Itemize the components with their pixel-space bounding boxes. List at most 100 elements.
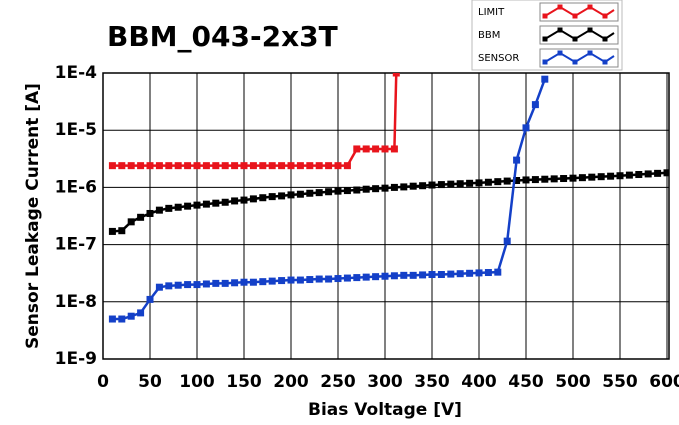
data-point [484, 178, 492, 186]
data-point [569, 174, 577, 182]
legend-marker [557, 4, 563, 10]
data-point [221, 198, 229, 206]
data-point [212, 162, 220, 170]
data-point [494, 268, 502, 276]
data-point [240, 278, 248, 286]
data-point [146, 162, 154, 170]
data-point [231, 279, 239, 287]
x-tick-label: 50 [138, 372, 162, 392]
data-point [381, 184, 389, 192]
data-point [193, 162, 201, 170]
data-point [475, 179, 483, 187]
data-point [193, 201, 201, 209]
data-point [522, 176, 530, 184]
data-point [409, 182, 417, 190]
legend-marker [572, 13, 578, 19]
data-point [644, 170, 652, 178]
data-point [212, 199, 220, 207]
data-point [231, 197, 239, 205]
data-point [325, 162, 333, 170]
data-point [268, 277, 276, 285]
data-point [362, 273, 370, 281]
chart-title: BBM_043-2x3T [107, 20, 338, 53]
data-point [315, 189, 323, 197]
data-point [513, 177, 521, 185]
data-point [550, 175, 558, 183]
data-point [202, 162, 210, 170]
data-point [296, 276, 304, 284]
data-point [137, 162, 145, 170]
data-point [597, 173, 605, 181]
data-point [146, 295, 154, 303]
data-point [343, 187, 351, 195]
data-point [625, 171, 633, 179]
data-point [296, 190, 304, 198]
data-point [249, 278, 257, 286]
data-point [456, 180, 464, 188]
data-point [343, 274, 351, 282]
legend-marker [542, 36, 548, 42]
data-point [392, 73, 400, 77]
data-point [466, 179, 474, 187]
legend-label: BBM [478, 30, 500, 41]
data-point [372, 145, 380, 153]
data-point [174, 203, 182, 211]
data-point [240, 196, 248, 204]
data-point [155, 283, 163, 291]
x-axis-label: Bias Voltage [V] [308, 400, 462, 420]
grid [102, 72, 669, 360]
data-point [390, 145, 398, 153]
data-point [174, 281, 182, 289]
legend-marker [572, 36, 578, 42]
data-point [447, 180, 455, 188]
data-point [278, 162, 286, 170]
y-tick-label: 1E-7 [55, 235, 97, 255]
data-point [278, 192, 286, 200]
x-tick-label: 600 [649, 372, 679, 392]
data-point [654, 169, 662, 177]
data-point [287, 191, 295, 199]
x-tick-label: 100 [179, 372, 215, 392]
x-tick-label: 250 [320, 372, 356, 392]
data-point [334, 162, 342, 170]
data-point [315, 162, 323, 170]
data-point [212, 279, 220, 287]
data-point [174, 162, 182, 170]
data-point [287, 276, 295, 284]
legend-label: SENSOR [478, 53, 519, 64]
data-point [428, 181, 436, 189]
data-point [362, 145, 370, 153]
data-point [560, 175, 568, 183]
y-tick-label: 1E-5 [55, 120, 97, 140]
data-point [249, 162, 257, 170]
data-point [353, 186, 361, 194]
data-point [137, 213, 145, 221]
data-point [306, 162, 314, 170]
y-axis-label: Sensor Leakage Current [A] [23, 83, 43, 349]
legend-label: LIMIT [478, 7, 505, 18]
data-point [484, 269, 492, 277]
data-point [381, 272, 389, 280]
data-point [503, 237, 511, 245]
data-point [400, 271, 408, 279]
data-point [390, 272, 398, 280]
data-point [259, 194, 267, 202]
data-point [108, 162, 116, 170]
legend-marker [542, 59, 548, 65]
data-point [127, 312, 135, 320]
data-point [381, 145, 389, 153]
legend-marker [542, 13, 548, 19]
data-point [137, 309, 145, 317]
data-point [108, 227, 116, 235]
data-point [616, 172, 624, 180]
data-point [165, 162, 173, 170]
data-point [578, 174, 586, 182]
data-point [118, 227, 126, 235]
x-tick-label: 150 [226, 372, 262, 392]
data-point [221, 279, 229, 287]
data-point [193, 281, 201, 289]
data-point [343, 162, 351, 170]
data-point [315, 275, 323, 283]
data-point [400, 183, 408, 191]
data-point [127, 162, 135, 170]
